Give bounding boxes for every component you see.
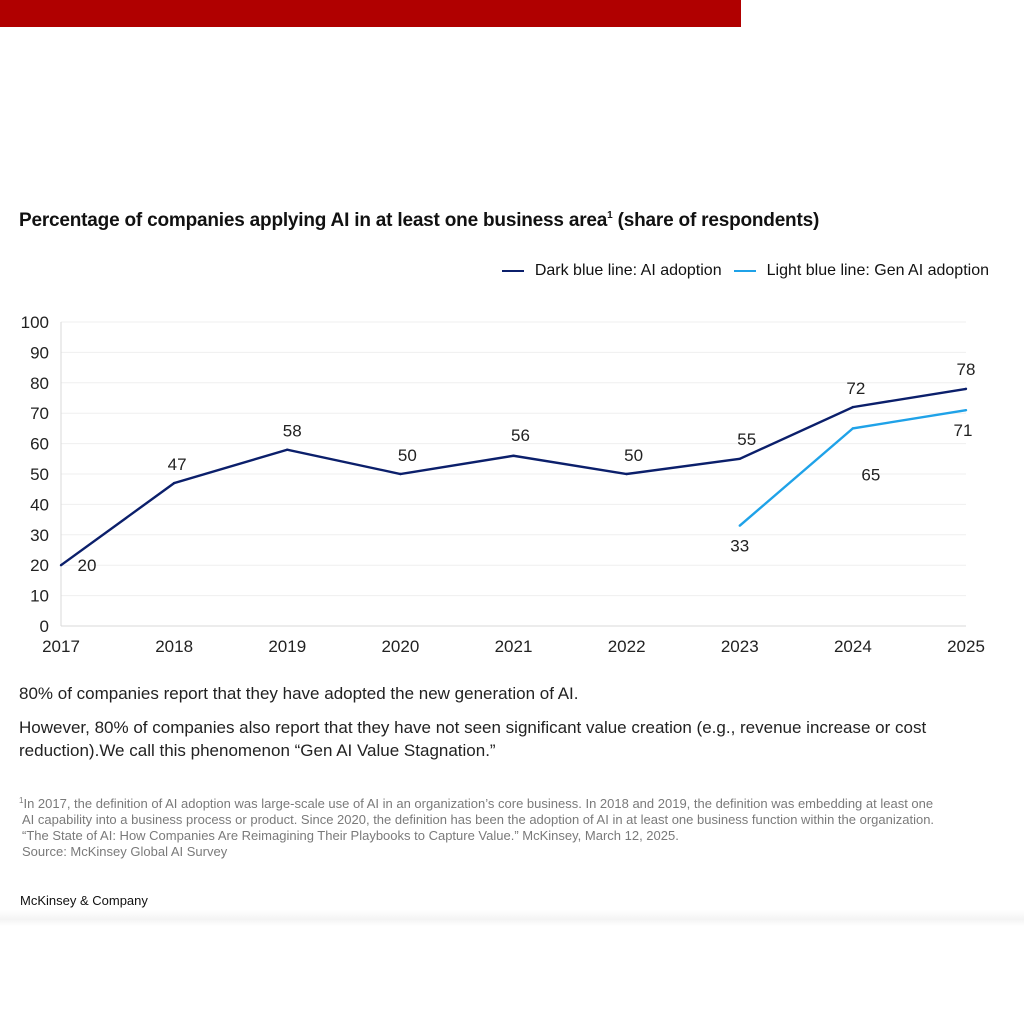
y-tick-label-100: 100 — [21, 313, 49, 332]
caption-adoption: 80% of companies report that they have a… — [19, 684, 579, 703]
brand-logo-text: McKinsey & Company — [20, 893, 148, 908]
footnote-marker: 1 — [19, 796, 24, 805]
data-point-dark-blue-line-ai-adoption-2017 — [59, 564, 63, 567]
y-tick-label-30: 30 — [30, 526, 49, 545]
legend-item-gen-ai-adoption: Light blue line: Gen AI adoption — [733, 262, 989, 280]
data-label-light-blue-line-gen-ai-adoption-2024: 65 — [861, 465, 880, 484]
footnote-source: Source: McKinsey Global AI Survey — [22, 844, 228, 859]
data-label-dark-blue-line-ai-adoption-2024: 72 — [846, 379, 865, 398]
data-point-dark-blue-line-ai-adoption-2021 — [512, 454, 515, 457]
data-point-light-blue-line-gen-ai-adoption-2024 — [851, 427, 855, 430]
y-tick-label-0: 0 — [40, 617, 49, 636]
chart-title: Percentage of companies applying AI in a… — [19, 210, 819, 232]
title-footnote-marker: 1 — [607, 210, 613, 221]
x-tick-label-2017: 2017 — [42, 637, 80, 656]
data-label-light-blue-line-gen-ai-adoption-2023: 33 — [730, 537, 749, 556]
x-tick-label-2019: 2019 — [268, 637, 306, 656]
data-label-dark-blue-line-ai-adoption-2019: 58 — [283, 422, 302, 441]
footnote-line-2: AI capability into a business process or… — [22, 812, 935, 827]
legend-label-ai-adoption: Dark blue line: AI adoption — [534, 262, 722, 279]
x-tick-label-2025: 2025 — [947, 637, 985, 656]
data-label-dark-blue-line-ai-adoption-2020: 50 — [398, 446, 417, 465]
y-tick-label-50: 50 — [30, 465, 49, 484]
brand-color-bar — [0, 0, 741, 27]
caption-stagnation: However, 80% of companies also report th… — [19, 718, 927, 760]
y-tick-label-80: 80 — [30, 374, 49, 393]
data-point-dark-blue-line-ai-adoption-2025 — [964, 387, 968, 391]
data-label-dark-blue-line-ai-adoption-2022: 50 — [624, 446, 643, 465]
legend-label-gen-ai-adoption: Light blue line: Gen AI adoption — [766, 262, 989, 279]
footnote-line-1-text: In 2017, the definition of AI adoption w… — [23, 796, 934, 811]
legend-item-ai-adoption: Dark blue line: AI adoption — [501, 262, 722, 280]
chart-title-text: Percentage of companies applying AI in a… — [19, 210, 608, 231]
x-tick-label-2022: 2022 — [608, 637, 646, 656]
data-point-dark-blue-line-ai-adoption-2024 — [851, 405, 855, 409]
y-tick-label-70: 70 — [30, 404, 49, 423]
data-point-light-blue-line-gen-ai-adoption-2025 — [964, 408, 968, 412]
data-label-dark-blue-line-ai-adoption-2018: 47 — [168, 455, 187, 474]
legend-swatch-ai-adoption — [501, 269, 524, 273]
x-tick-label-2020: 2020 — [381, 637, 419, 656]
x-tick-label-2023: 2023 — [721, 637, 759, 656]
page-bottom-divider — [0, 910, 1024, 926]
y-tick-label-90: 90 — [30, 343, 49, 362]
x-tick-label-2024: 2024 — [834, 637, 872, 656]
chart-legend: Dark blue line: AI adoption Light blue l… — [490, 262, 989, 280]
data-label-light-blue-line-gen-ai-adoption-2025: 71 — [954, 421, 973, 440]
y-tick-label-10: 10 — [30, 587, 49, 606]
data-point-dark-blue-line-ai-adoption-2020 — [399, 472, 402, 476]
data-point-dark-blue-line-ai-adoption-2023 — [738, 457, 741, 460]
data-label-dark-blue-line-ai-adoption-2021: 56 — [511, 426, 530, 445]
footnote: 1In 2017, the definition of AI adoption … — [19, 793, 1009, 860]
data-label-dark-blue-line-ai-adoption-2025: 78 — [957, 360, 976, 379]
x-tick-label-2018: 2018 — [155, 637, 193, 656]
chart-title-suffix: (share of respondents) — [617, 210, 820, 231]
footnote-line-1: 1In 2017, the definition of AI adoption … — [19, 793, 1009, 812]
y-tick-label-20: 20 — [30, 556, 49, 575]
y-tick-label-60: 60 — [30, 435, 49, 454]
legend-swatch-gen-ai-adoption — [733, 269, 756, 273]
data-point-light-blue-line-gen-ai-adoption-2023 — [738, 524, 741, 527]
x-tick-label-2021: 2021 — [495, 637, 533, 656]
data-label-dark-blue-line-ai-adoption-2023: 55 — [737, 430, 756, 449]
data-label-dark-blue-line-ai-adoption-2017: 20 — [78, 556, 97, 575]
data-point-dark-blue-line-ai-adoption-2022 — [625, 472, 628, 476]
data-point-dark-blue-line-ai-adoption-2018 — [172, 481, 176, 485]
series-line-dark-blue-line-ai-adoption — [60, 387, 967, 567]
data-point-dark-blue-line-ai-adoption-2019 — [286, 448, 289, 451]
footnote-citation: “The State of AI: How Companies Are Reim… — [22, 828, 679, 843]
y-tick-label-40: 40 — [30, 495, 49, 514]
